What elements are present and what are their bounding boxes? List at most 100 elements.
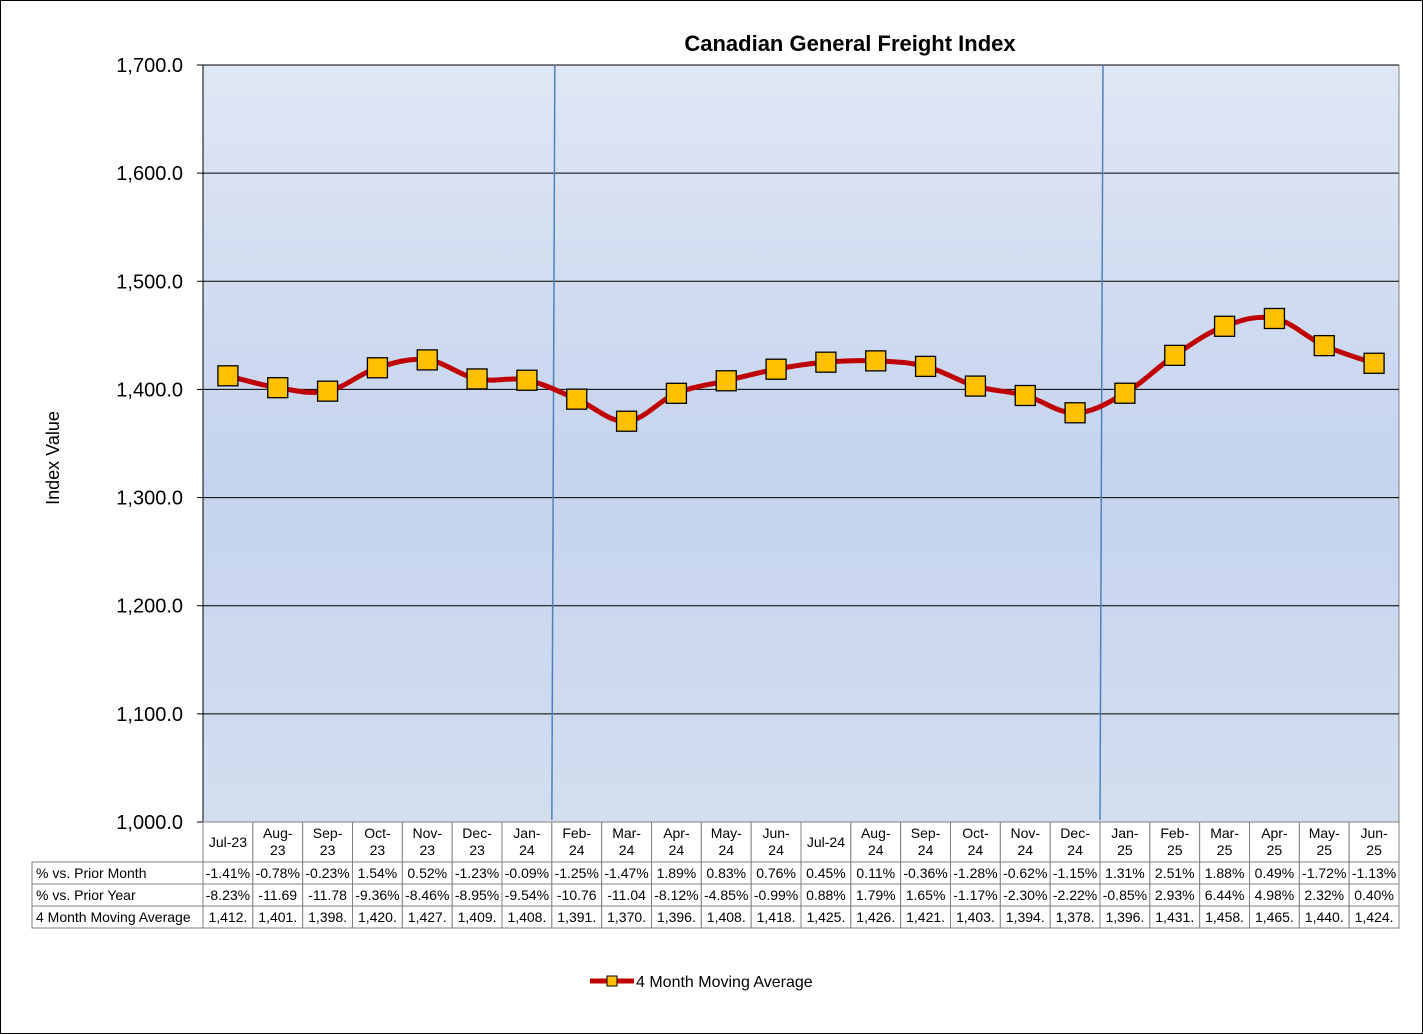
table-cell-value: 1,427. xyxy=(408,909,447,925)
table-cell-value: 1,425. xyxy=(806,909,845,925)
table-header-cell xyxy=(1348,821,1400,863)
table-cell-value: 1,431. xyxy=(1155,909,1194,925)
y-tick-label: 1,500.0 xyxy=(116,271,183,293)
table-cell-value: -4.85% xyxy=(704,887,748,903)
data-point-marker xyxy=(566,388,588,410)
table-cell-value: -1.47% xyxy=(604,865,648,881)
table-cell-value: -9.36% xyxy=(355,887,399,903)
data-point-marker xyxy=(217,365,239,387)
x-category-label: Dec- xyxy=(462,825,492,841)
data-point-marker xyxy=(316,380,339,402)
table-cell-value: 1.65% xyxy=(906,887,946,903)
table-cell-box xyxy=(1348,905,1400,929)
table-header-cell xyxy=(202,821,254,863)
legend[interactable]: 4 Month Moving Average xyxy=(590,974,813,991)
x-category-label: Oct- xyxy=(962,825,989,841)
data-point-marker xyxy=(1263,307,1286,330)
table-cell-value: 1,424. xyxy=(1355,909,1394,925)
x-category-label: Jan- xyxy=(513,825,541,841)
table-cell-value: -1.13% xyxy=(1352,865,1396,881)
x-category-label: Mar- xyxy=(1210,825,1239,841)
table-header-cell xyxy=(501,821,553,863)
table-header-cell xyxy=(900,821,952,863)
gridlines xyxy=(203,64,1399,715)
table-header-cell xyxy=(1298,821,1350,863)
table-cell-value: -0.36% xyxy=(903,865,947,881)
table-cell-value: -10.76 xyxy=(557,887,597,903)
table-cell-value: 1,396. xyxy=(1105,909,1144,925)
table-header-cell xyxy=(850,821,902,863)
table-cell-value: 1,421. xyxy=(906,909,945,925)
x-category-label-year: 24 xyxy=(1017,842,1033,858)
x-category-label-year: 25 xyxy=(1267,842,1283,858)
table-cell-value: 2.93% xyxy=(1155,887,1195,903)
table-cell-value: -2.30% xyxy=(1003,887,1047,903)
data-point-marker xyxy=(765,358,787,380)
table-header-cell xyxy=(1049,821,1101,863)
x-category-label-year: 23 xyxy=(469,842,485,858)
x-category-label: Jan- xyxy=(1111,825,1139,841)
data-point-marker xyxy=(1164,344,1186,367)
x-category-label-year: 25 xyxy=(1316,842,1332,858)
x-category-label-year: 25 xyxy=(1117,842,1133,858)
table-cell-value: -8.46% xyxy=(405,887,449,903)
table-cell-value: 1,391. xyxy=(557,909,596,925)
data-point-marker xyxy=(964,375,987,397)
table-cell-value: 1,408. xyxy=(707,909,746,925)
table-cell-value: 0.49% xyxy=(1255,865,1295,881)
data-point-marker xyxy=(914,355,937,378)
data-point-marker xyxy=(1313,334,1335,357)
table-cell-value: 1,394. xyxy=(1006,909,1045,925)
table-cell-value: 1,403. xyxy=(956,909,995,925)
table-cell-value: 2.32% xyxy=(1304,887,1344,903)
x-category-label-year: 25 xyxy=(1167,842,1183,858)
x-category-label-year: 24 xyxy=(1067,842,1083,858)
x-category-label: May- xyxy=(711,825,742,841)
x-category-label: Aug- xyxy=(263,825,293,841)
x-category-label: Jun- xyxy=(1360,825,1388,841)
y-tick-label: 1,700.0 xyxy=(116,55,183,77)
year-divider xyxy=(551,64,556,821)
data-point-marker xyxy=(416,349,438,371)
y-tick-label: 1,300.0 xyxy=(116,488,183,510)
table-cell-value: 1.79% xyxy=(856,887,896,903)
table-row-label: % vs. Prior Year xyxy=(36,887,136,903)
table-cell-value: -1.72% xyxy=(1302,865,1346,881)
x-category-label: Nov- xyxy=(1010,825,1040,841)
table-cell-value: 0.40% xyxy=(1354,887,1394,903)
table-header-cell xyxy=(1199,821,1250,863)
table-cell-value: -9.54% xyxy=(505,887,549,903)
table-cell-value: -8.23% xyxy=(206,887,250,903)
table-cell-value: -0.78% xyxy=(256,865,300,881)
table-header-cell xyxy=(601,821,653,863)
table-cell-value: 1,378. xyxy=(1056,909,1095,925)
data-point-marker xyxy=(615,410,638,432)
table-row-label: % vs. Prior Month xyxy=(36,865,146,881)
table-cell-value: -0.99% xyxy=(754,887,798,903)
data-point-marker xyxy=(466,368,488,390)
data-point-marker xyxy=(665,382,688,404)
table-cell-value: 4.98% xyxy=(1255,887,1295,903)
y-tick-label: 1,400.0 xyxy=(116,379,183,401)
data-point-marker xyxy=(715,370,737,392)
data-point-marker xyxy=(1213,315,1236,337)
x-category-label: May- xyxy=(1309,825,1340,841)
data-point-marker xyxy=(366,357,389,379)
legend-marker-swatch xyxy=(606,975,618,987)
x-category-label-year: 23 xyxy=(270,842,286,858)
table-cell-value: -1.41% xyxy=(206,865,250,881)
table-cell-value: 1,396. xyxy=(657,909,696,925)
x-category-label: Dec- xyxy=(1060,825,1090,841)
data-point-marker xyxy=(267,377,289,399)
x-category-label-year: 23 xyxy=(419,842,435,858)
table-cell-value: 1,458. xyxy=(1205,909,1244,925)
x-category-label-year: 24 xyxy=(918,842,934,858)
x-category-label-year: 24 xyxy=(868,842,884,858)
data-point-marker xyxy=(815,351,837,373)
table-header-cell xyxy=(999,821,1051,863)
table-cell-value: 0.76% xyxy=(756,865,796,881)
table-header-cell xyxy=(401,821,453,863)
table-cell-value: 1,418. xyxy=(757,909,796,925)
y-axis-label: Index Value xyxy=(43,411,63,505)
x-category-label-year: 23 xyxy=(320,842,336,858)
